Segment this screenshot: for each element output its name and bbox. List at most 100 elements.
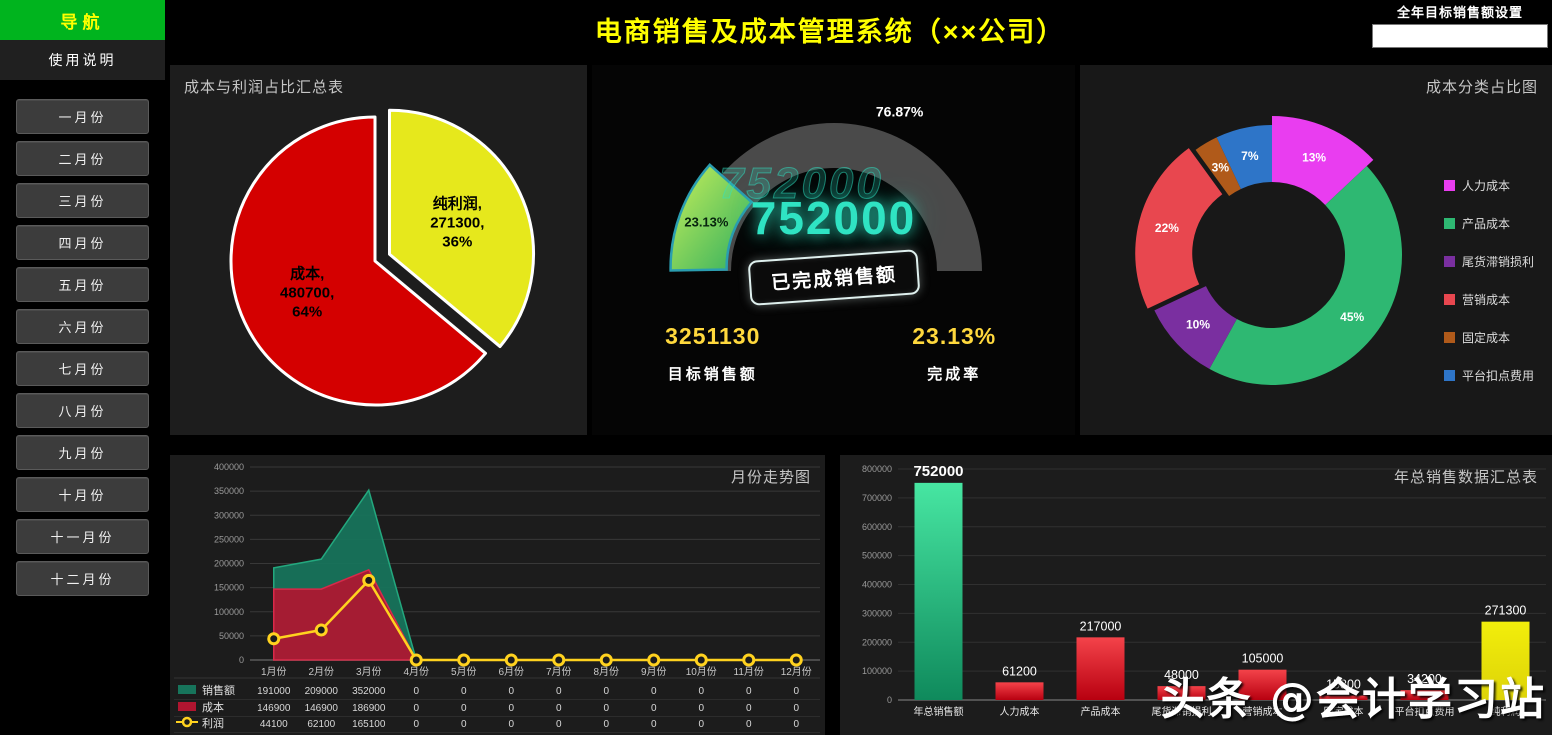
line-marker (552, 653, 566, 667)
x-tick-label: 10月份 (686, 666, 717, 678)
pie-slice-label: 成本, 480700, 64% (280, 265, 334, 321)
sidebar-month-7[interactable]: 七月份 (16, 351, 149, 386)
gauge-completed-value: 752000 (750, 192, 917, 244)
area-series-成本 (273, 568, 797, 661)
nav-header[interactable]: 导航 (0, 0, 165, 40)
line-chart-title: 月份走势图 (730, 469, 811, 486)
sidebar-month-12[interactable]: 十二月份 (16, 561, 149, 596)
table-cell: 0 (413, 719, 419, 730)
gauge-completed-pct: 23.13% (684, 214, 729, 229)
sidebar-month-4[interactable]: 四月份 (16, 225, 149, 260)
pie-slice-纯利润[interactable] (387, 108, 535, 349)
x-tick-label: 7月份 (546, 666, 572, 678)
donut-segment-固定成本[interactable] (1195, 137, 1241, 196)
target-sales-stat: 3251130 目标销售额 (592, 323, 834, 384)
pie-slice-成本[interactable] (229, 115, 488, 407)
panel-cost-category-donut: 成本分类占比图 13% 45% 10% 22% 3% 7% 人力成本 产品成本 尾货滞销损利营… (1080, 65, 1552, 435)
table-cell: 352000 (352, 686, 386, 697)
x-tick-label: 11月份 (734, 666, 764, 678)
panel-monthly-trend: 月份走势图 0 50000 100000 150000 200000 250000 3000… (170, 455, 825, 735)
bar-category-label: 尾货滞销损利 (1152, 705, 1212, 718)
bar-纯利润[interactable] (1481, 621, 1530, 700)
bar-category-label: 纯利润 (1491, 705, 1521, 718)
donut-segment-pct: 10% (1186, 317, 1210, 331)
table-cell: 0 (651, 686, 657, 697)
y-tick-label: 50000 (219, 631, 244, 641)
line-marker (647, 653, 661, 667)
target-sales-input[interactable] (1372, 24, 1548, 48)
bar-category-label: 人力成本 (1000, 705, 1040, 718)
legend-label: 人力成本 (1461, 179, 1510, 193)
sidebar-month-6[interactable]: 六月份 (16, 309, 149, 344)
y-tick-label: 150000 (214, 583, 244, 593)
sidebar-month-1[interactable]: 一月份 (16, 99, 149, 134)
bar-value-label: 752000 (913, 463, 963, 480)
bar-产品成本[interactable] (1076, 637, 1125, 700)
sidebar-month-2[interactable]: 二月份 (16, 141, 149, 176)
monthly-trend-chart: 0 50000 100000 150000 200000 250000 300000 3500… (174, 462, 820, 733)
donut-segment-pct: 3% (1212, 161, 1230, 175)
table-cell: 0 (698, 686, 704, 697)
donut-segment-营销成本[interactable] (1135, 148, 1223, 309)
table-legend-swatch (178, 685, 196, 694)
cost-profit-pie-chart: 纯利润, 271300, 36% 成本, 480700, 64% (229, 108, 535, 407)
table-cell: 0 (413, 686, 419, 697)
line-marker (314, 623, 328, 637)
table-cell: 146900 (305, 703, 339, 714)
table-cell: 0 (556, 703, 562, 714)
gauge-completed-arc (669, 163, 754, 272)
table-cell: 0 (556, 719, 562, 730)
page-title: 电商销售及成本管理系统（××公司） (594, 17, 1066, 47)
pie-chart-title: 成本与利润占比汇总表 (184, 79, 345, 96)
donut-segment-pct: 45% (1340, 310, 1364, 324)
bar-年总销售额[interactable] (914, 482, 963, 700)
cost-category-donut-chart: 13% 45% 10% 22% 3% 7% (1135, 116, 1402, 385)
bar-value-label: 217000 (1080, 619, 1122, 633)
bar-营销成本[interactable] (1238, 669, 1287, 700)
table-cell: 0 (793, 703, 799, 714)
donut-segment-平台扣点费用[interactable] (1216, 125, 1272, 189)
table-cell: 0 (413, 703, 419, 714)
sidebar-month-8[interactable]: 八月份 (16, 393, 149, 428)
donut-segment-产品成本[interactable] (1209, 166, 1402, 385)
stat-value: 3251130 (665, 323, 761, 349)
table-cell: 0 (461, 703, 467, 714)
bar-value-label: 48000 (1164, 668, 1199, 682)
legend-item-平台扣点费用: 平台扣点费用 (1443, 367, 1534, 384)
table-cell: 0 (698, 719, 704, 730)
x-tick-label: 12月份 (781, 666, 812, 678)
bar-尾货滞销损利[interactable] (1157, 686, 1206, 700)
target-setting: 全年目标销售额设置 (1372, 2, 1548, 48)
legend-label: 固定成本 (1461, 331, 1510, 345)
y-tick-label: 600000 (862, 522, 892, 532)
sidebar-month-9[interactable]: 九月份 (16, 435, 149, 470)
stat-label: 完成率 (927, 366, 982, 383)
line-marker (599, 653, 613, 667)
sidebar-month-11[interactable]: 十一月份 (16, 519, 149, 554)
sidebar-month-10[interactable]: 十月份 (16, 477, 149, 512)
sidebar: 导航 使用说明 一月份二月份三月份四月份五月份六月份七月份八月份九月份十月份十一… (0, 0, 165, 735)
donut-segment-人力成本[interactable] (1272, 116, 1374, 206)
sidebar-month-3[interactable]: 三月份 (16, 183, 149, 218)
bar-固定成本[interactable] (1319, 695, 1368, 700)
table-cell: 0 (556, 686, 562, 697)
legend-swatch (1443, 370, 1455, 381)
table-cell: 0 (508, 686, 514, 697)
legend-item-固定成本: 固定成本 (1443, 329, 1534, 346)
y-tick-label: 200000 (862, 637, 892, 647)
table-cell: 0 (651, 719, 657, 730)
donut-segment-尾货滞销损利[interactable] (1154, 286, 1237, 369)
table-cell: 44100 (260, 719, 288, 730)
table-cell: 62100 (307, 719, 335, 730)
panel-cost-profit-pie: 成本与利润占比汇总表 纯利润, 271300, 36% 成本, 480700, 64% (170, 65, 587, 435)
bar-chart-title: 年总销售数据汇总表 (1393, 469, 1538, 486)
table-cell: 0 (793, 686, 799, 697)
donut-segment-pct: 13% (1302, 151, 1326, 165)
bar-value-label: 61200 (1002, 664, 1037, 678)
bar-人力成本[interactable] (995, 682, 1044, 700)
donut-chart-title: 成本分类占比图 (1425, 79, 1538, 96)
sidebar-month-5[interactable]: 五月份 (16, 267, 149, 302)
usage-instructions-button[interactable]: 使用说明 (0, 40, 165, 81)
x-tick-label: 4月份 (403, 666, 429, 678)
bar-平台扣点费用[interactable] (1400, 690, 1449, 700)
